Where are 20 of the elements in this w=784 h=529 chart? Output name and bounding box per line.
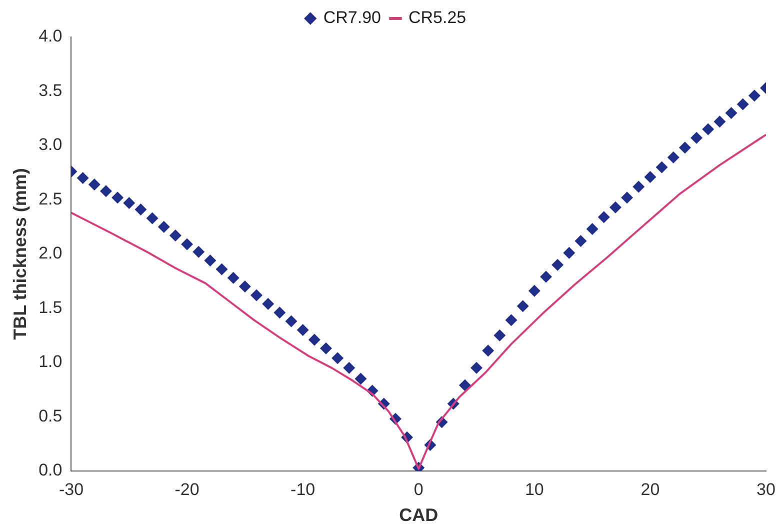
y-tick-label: 2.0 — [38, 244, 62, 263]
y-tick-label: 2.5 — [38, 189, 62, 208]
y-axis-title: TBL thickness (mm) — [10, 168, 30, 340]
x-tick-label: 30 — [756, 480, 776, 499]
legend-label: CR5.25 — [408, 8, 466, 28]
x-tick-label: 10 — [524, 480, 544, 499]
x-tick-label: 20 — [640, 480, 660, 499]
x-tick-label: 0 — [414, 480, 424, 499]
y-tick-label: 0.0 — [38, 460, 62, 480]
y-tick-label: 4.0 — [38, 26, 62, 46]
x-axis-title: CAD — [399, 505, 438, 526]
y-tick-label: 1.0 — [38, 352, 62, 372]
x-tick-label: -30 — [58, 480, 84, 499]
x-tick-label: -20 — [174, 480, 200, 499]
y-tick-label: 3.5 — [38, 80, 62, 100]
x-tick-label: -10 — [290, 480, 316, 499]
y-tick-label: 3.0 — [38, 135, 62, 154]
legend-label: CR7.90 — [323, 8, 381, 28]
y-tick-label: 1.5 — [38, 298, 62, 317]
y-tick-label: 0.5 — [38, 406, 62, 426]
